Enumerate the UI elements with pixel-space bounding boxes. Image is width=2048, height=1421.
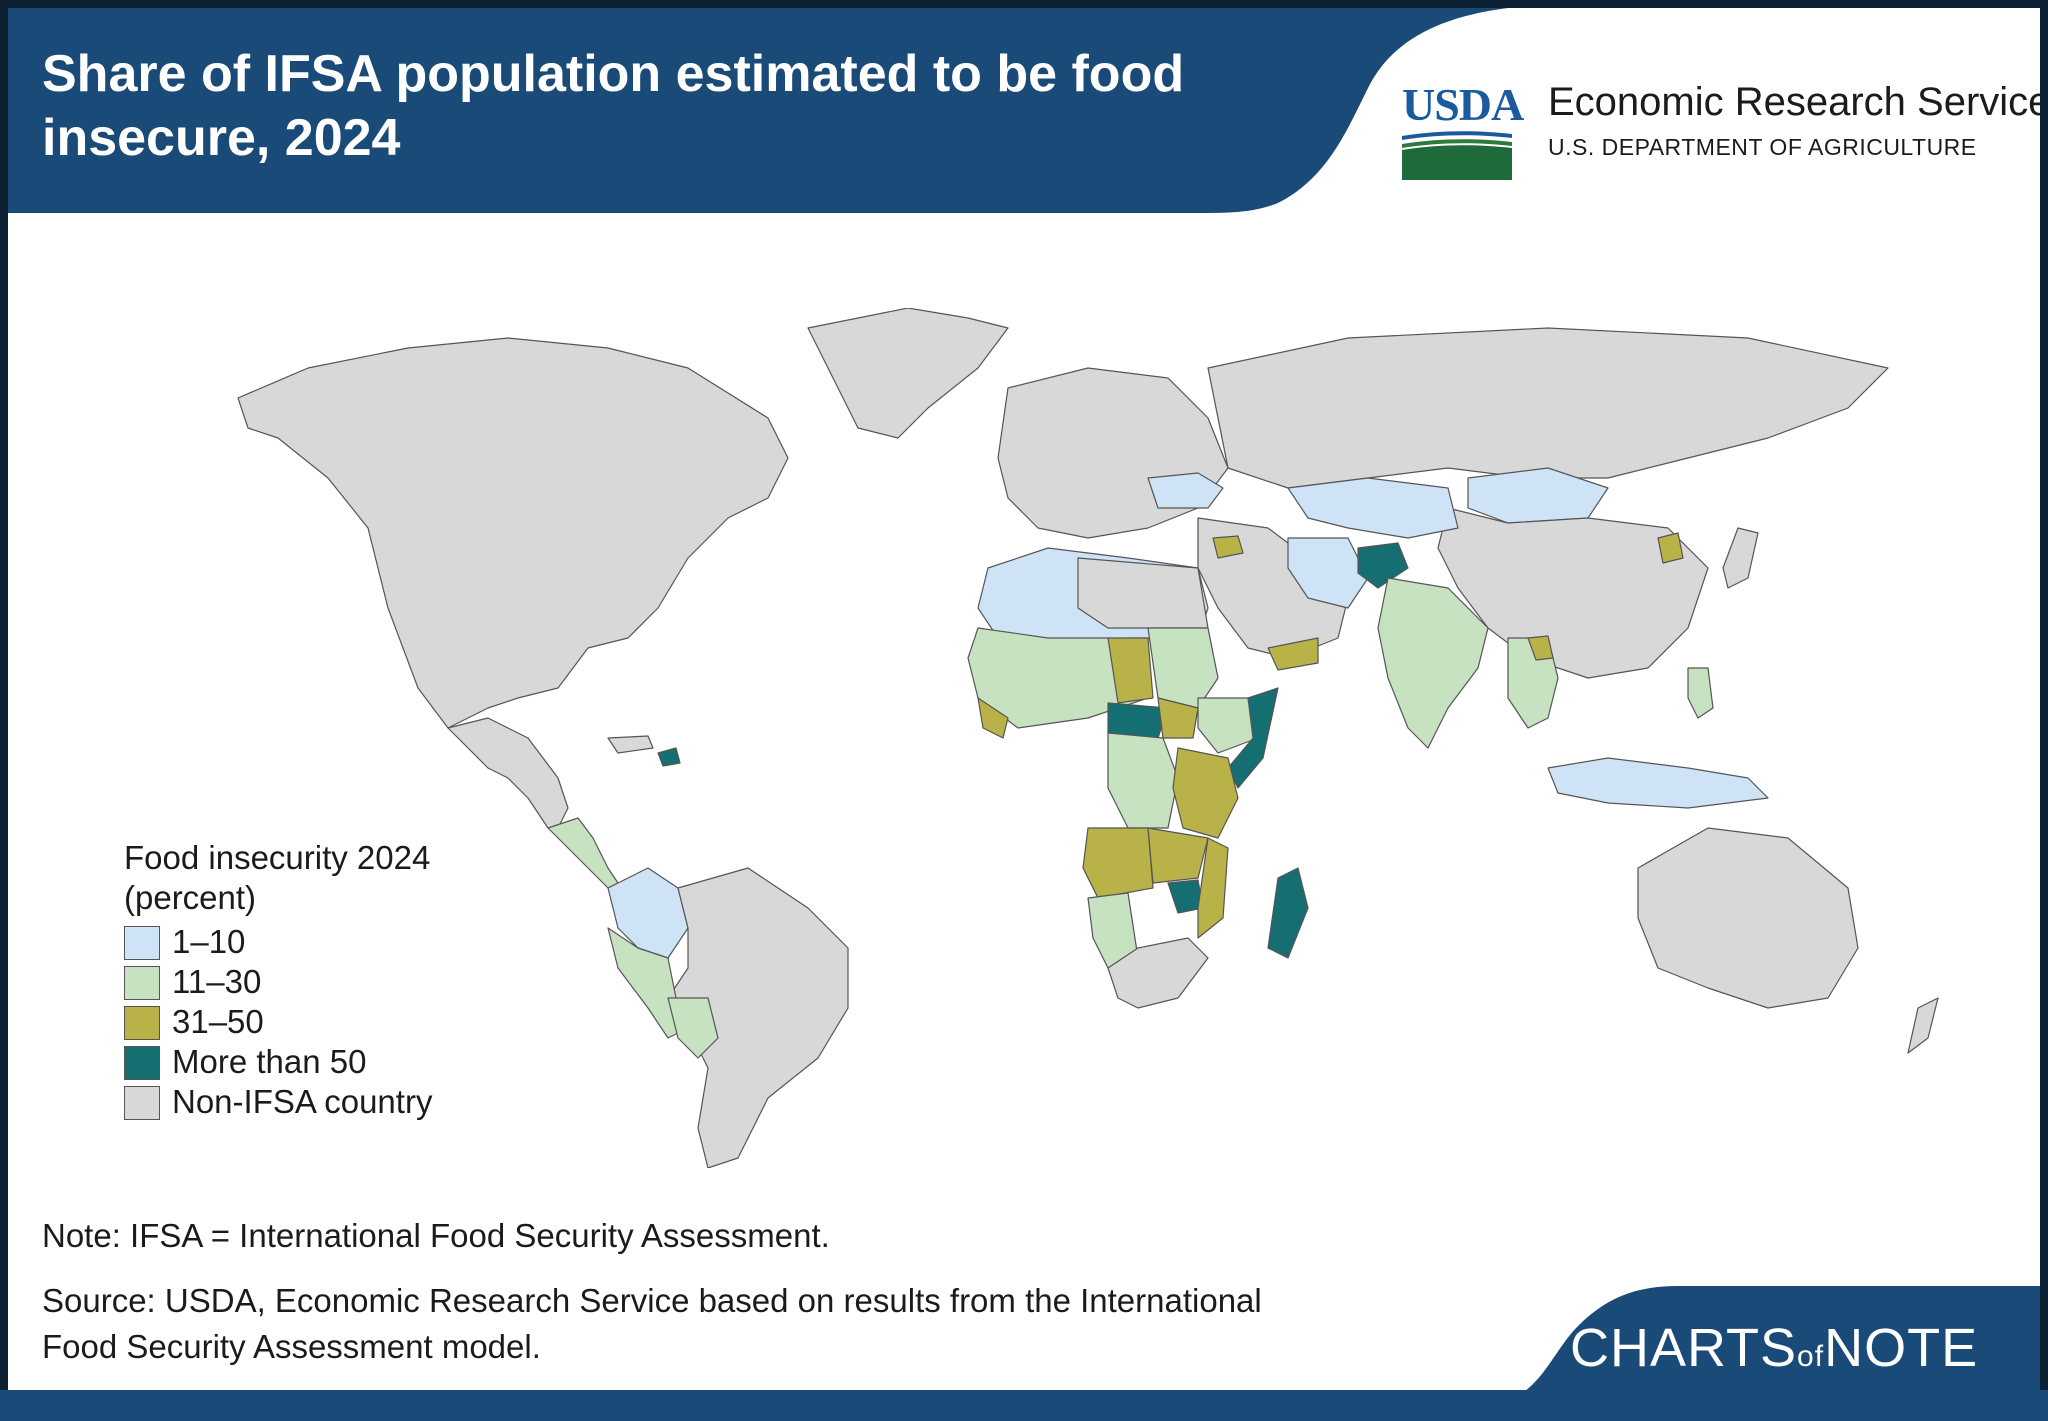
west-coast-region	[977, 697, 1009, 739]
brand-part-1: CHARTS	[1570, 1318, 1798, 1378]
legend-swatch	[124, 1046, 160, 1080]
new-zealand-region	[1907, 997, 1939, 1054]
russia-region	[1207, 327, 1889, 489]
legend-swatch	[124, 1086, 160, 1120]
north-korea-region	[1657, 532, 1684, 564]
colombia-region	[607, 867, 689, 959]
usda-swoosh-icon	[1402, 131, 1512, 180]
madagascar-region	[1267, 867, 1309, 959]
afghanistan-region	[1357, 542, 1409, 589]
sudan-region	[1147, 627, 1219, 709]
japan-region	[1722, 527, 1759, 589]
usda-logo-text: USDA	[1402, 79, 1524, 130]
angola-region	[1082, 827, 1154, 899]
yemen-region	[1267, 637, 1319, 671]
chart-source: Source: USDA, Economic Research Service …	[42, 1282, 1262, 1365]
legend-swatch	[124, 926, 160, 960]
greenland-region	[807, 308, 1009, 439]
laos-region	[1527, 635, 1554, 661]
south-asia-region	[1377, 577, 1489, 749]
legend-item-11-30: 11–30	[116, 962, 504, 1002]
chart-title: Share of IFSA population estimated to be…	[42, 45, 1185, 167]
brand-part-3: NOTE	[1824, 1318, 1979, 1378]
bolivia-region	[667, 997, 719, 1059]
east-africa-region	[1172, 747, 1239, 839]
haiti-region	[657, 747, 681, 767]
south-america-region	[667, 867, 849, 1168]
libya-egypt-region	[1077, 557, 1209, 629]
central-asia-region	[1287, 477, 1459, 539]
legend-item-1-10: 1–10	[116, 922, 504, 962]
ethiopia-region	[1197, 697, 1259, 754]
australia-region	[1637, 827, 1859, 1009]
drc-region	[1107, 732, 1179, 829]
chad-region	[1107, 637, 1154, 704]
south-africa-region	[1107, 937, 1209, 1009]
org-department: U.S. DEPARTMENT OF AGRICULTURE	[1548, 134, 1977, 160]
china-region	[1437, 507, 1709, 679]
chart-card: Share of IFSA population estimated to be…	[8, 8, 2040, 1406]
brand-part-2: of	[1797, 1340, 1825, 1373]
central-america-region	[547, 817, 619, 889]
map-legend: Food insecurity 2024 (percent) 1–10 11–3…	[116, 838, 504, 1122]
legend-item-more-than-50: More than 50	[116, 1042, 504, 1082]
indonesia-region	[1547, 757, 1769, 809]
footer-band	[1478, 1286, 2040, 1406]
somalia-region	[1227, 687, 1279, 789]
zambia-region	[1147, 827, 1209, 884]
europe-region	[997, 367, 1229, 539]
legend-item-31-50: 31–50	[116, 1002, 504, 1042]
chart-note: Note: IFSA = International Food Security…	[42, 1217, 830, 1254]
legend-item-non-ifsa: Non-IFSA country	[116, 1082, 504, 1122]
south-sudan-region	[1157, 697, 1199, 739]
philippines-region	[1687, 667, 1714, 719]
mexico-region	[447, 717, 569, 829]
mozambique-region	[1197, 837, 1229, 939]
header-band	[8, 8, 2040, 213]
world-map	[237, 308, 1939, 1168]
legend-label: Non-IFSA country	[172, 1083, 433, 1120]
legend-swatch	[124, 1006, 160, 1040]
legend-title: Food insecurity 2024 (percent)	[124, 839, 431, 916]
ukraine-region	[1147, 472, 1224, 509]
legend-label: 11–30	[172, 963, 262, 1000]
legend-label: 31–50	[172, 1003, 264, 1040]
charts-of-note-logo: CHARTSofNOTE	[1570, 1318, 1978, 1387]
caribbean-region	[607, 735, 654, 754]
legend-swatch	[124, 966, 160, 1000]
legend-label: 1–10	[172, 923, 246, 960]
bottom-bar	[0, 1390, 2048, 1421]
usda-ers-logo: USDA Economic Research Service U.S. DEPA…	[1398, 78, 2040, 188]
legend-label: More than 50	[172, 1043, 367, 1080]
org-name: Economic Research Service	[1548, 80, 2040, 124]
iran-region	[1287, 537, 1369, 609]
north-america-region	[237, 337, 789, 729]
syria-region	[1212, 535, 1244, 559]
